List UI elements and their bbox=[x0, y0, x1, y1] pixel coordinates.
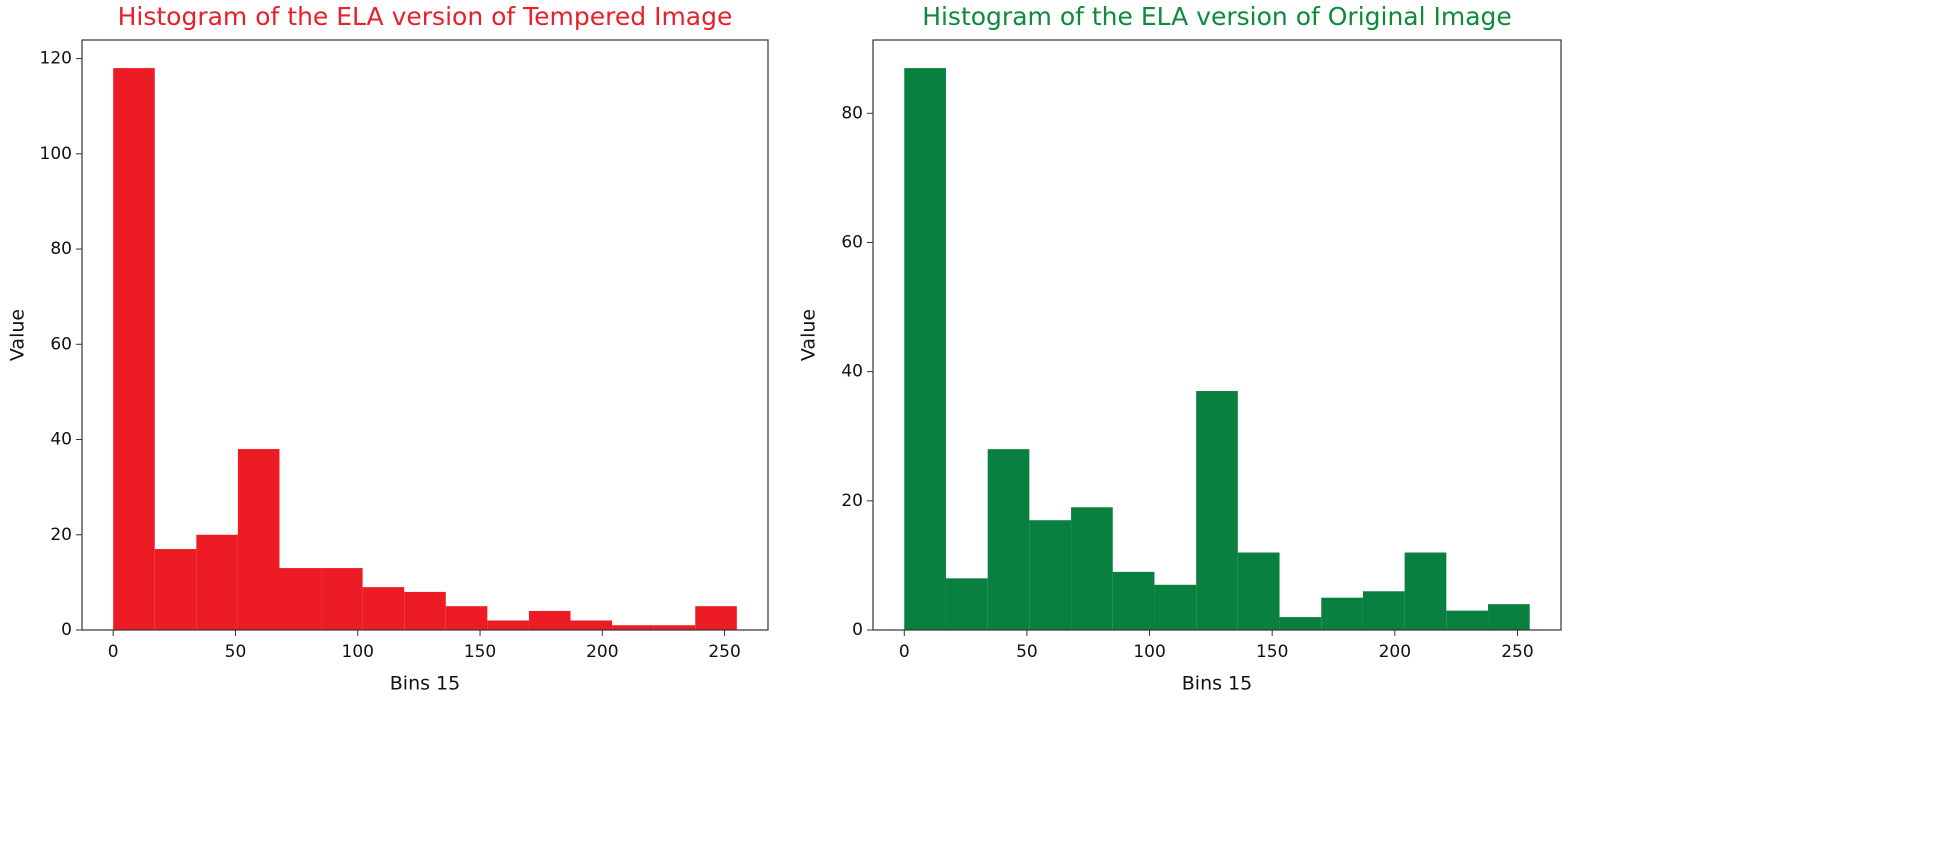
bar bbox=[570, 620, 613, 630]
chart-title: Histogram of the ELA version of Original… bbox=[922, 2, 1512, 31]
bar bbox=[1071, 507, 1113, 630]
bar bbox=[653, 625, 696, 630]
bar bbox=[1154, 584, 1197, 630]
x-tick-label: 50 bbox=[1016, 642, 1038, 662]
y-axis-label: Value bbox=[798, 309, 820, 361]
plot-frame bbox=[872, 39, 1562, 631]
chart-title: Histogram of the ELA version of Tempered… bbox=[118, 2, 733, 31]
bar bbox=[1404, 552, 1447, 630]
y-tick-label: 0 bbox=[61, 620, 72, 640]
bar bbox=[1112, 571, 1155, 630]
y-tick-label: 80 bbox=[50, 239, 72, 259]
bar bbox=[1279, 617, 1322, 630]
bar bbox=[113, 68, 155, 631]
y-tick-label: 80 bbox=[841, 103, 863, 123]
bar bbox=[1029, 520, 1072, 630]
bar bbox=[321, 568, 363, 630]
bar bbox=[528, 610, 571, 630]
x-tick-label: 100 bbox=[1133, 642, 1165, 662]
y-tick-label: 40 bbox=[50, 430, 72, 450]
bar bbox=[1488, 604, 1530, 630]
y-tick-label: 100 bbox=[40, 144, 72, 164]
y-axis-label: Value bbox=[7, 309, 29, 361]
bar bbox=[1446, 610, 1489, 630]
bar bbox=[196, 534, 238, 630]
bar bbox=[237, 449, 280, 630]
bar bbox=[612, 625, 654, 630]
bar bbox=[487, 620, 529, 630]
x-tick-label: 200 bbox=[586, 642, 618, 662]
bar bbox=[279, 568, 322, 630]
x-tick-label: 0 bbox=[108, 642, 119, 662]
x-tick-label: 0 bbox=[899, 642, 910, 662]
bar bbox=[404, 591, 446, 630]
x-tick-label: 250 bbox=[708, 642, 740, 662]
y-tick-label: 20 bbox=[841, 491, 863, 511]
y-tick-label: 40 bbox=[841, 362, 863, 382]
x-tick-label: 150 bbox=[464, 642, 496, 662]
bar bbox=[1237, 552, 1280, 630]
bar bbox=[1196, 391, 1238, 630]
bar bbox=[362, 587, 405, 630]
x-tick-label: 100 bbox=[342, 642, 374, 662]
x-axis-label: Bins 15 bbox=[390, 673, 460, 695]
y-tick-label: 0 bbox=[852, 620, 863, 640]
x-axis-label: Bins 15 bbox=[1182, 673, 1252, 695]
x-tick-label: 150 bbox=[1256, 642, 1288, 662]
bar bbox=[904, 68, 946, 631]
y-tick-label: 20 bbox=[50, 525, 72, 545]
bar bbox=[154, 549, 197, 630]
y-tick-label: 60 bbox=[841, 232, 863, 252]
bar bbox=[1321, 597, 1363, 630]
x-tick-label: 200 bbox=[1379, 642, 1411, 662]
x-tick-label: 50 bbox=[225, 642, 247, 662]
bar bbox=[445, 606, 488, 630]
x-tick-label: 250 bbox=[1501, 642, 1533, 662]
y-tick-label: 120 bbox=[40, 49, 72, 69]
bar bbox=[987, 449, 1030, 630]
bar bbox=[695, 606, 737, 630]
plot-frame bbox=[81, 39, 769, 631]
bar bbox=[1362, 591, 1405, 630]
y-tick-label: 60 bbox=[50, 334, 72, 354]
bar bbox=[945, 578, 988, 630]
